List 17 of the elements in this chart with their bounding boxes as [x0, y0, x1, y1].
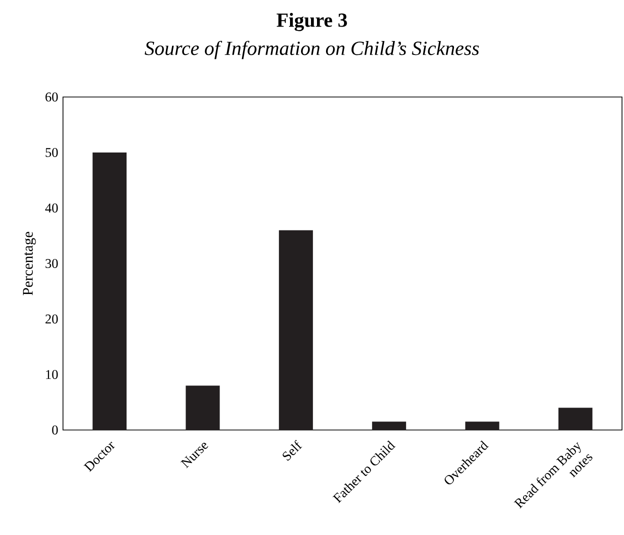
- chart-title: Figure 3: [276, 12, 347, 32]
- bar: [465, 422, 500, 430]
- bar: [558, 408, 592, 430]
- bar: [372, 422, 406, 430]
- bar: [186, 386, 220, 430]
- bar: [278, 230, 313, 430]
- y-tick-label: 20: [46, 314, 58, 324]
- y-tick-label: 0: [52, 426, 58, 434]
- y-tick-label: 40: [45, 204, 58, 212]
- y-tick-label: 50: [46, 148, 58, 157]
- x-tick-label: Self: [282, 440, 302, 461]
- y-tick-label: 10: [46, 370, 58, 379]
- y-tick-label: 60: [46, 92, 58, 102]
- y-tick-label: 30: [46, 259, 58, 268]
- chart-subtitle: Source of Information on Child’s Sickness: [144, 40, 479, 60]
- bar: [92, 152, 127, 430]
- y-axis-title: Percentage: [23, 232, 36, 296]
